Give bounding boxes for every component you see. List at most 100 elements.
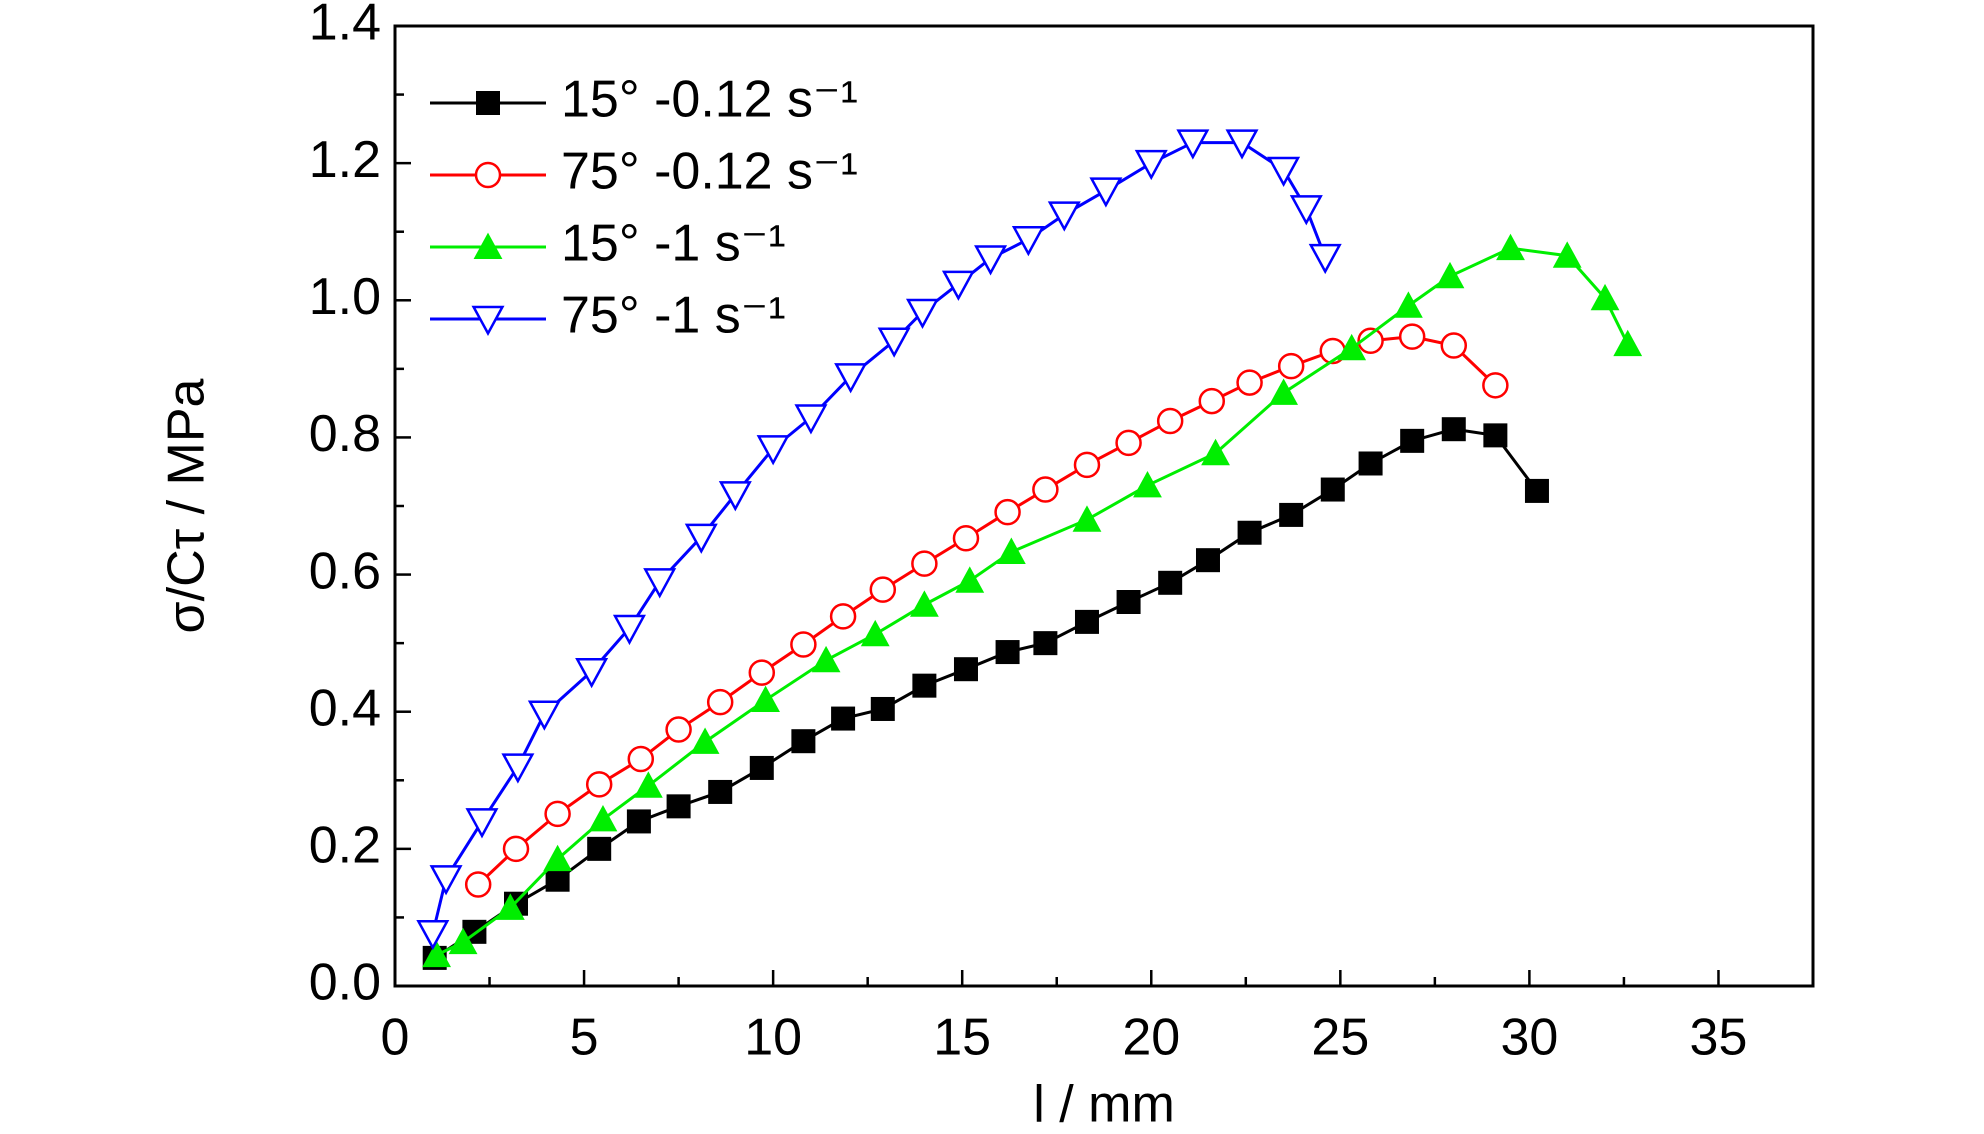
marker — [1074, 609, 1099, 634]
marker — [612, 614, 646, 646]
y-tick-label: 1.2 — [309, 131, 381, 189]
series-line — [433, 427, 1539, 960]
marker — [1236, 369, 1263, 396]
marker — [811, 645, 841, 673]
x-tick-label: 5 — [570, 1009, 599, 1067]
marker — [476, 91, 500, 115]
marker — [1496, 233, 1525, 261]
series-line — [477, 335, 1497, 886]
marker — [1198, 387, 1226, 415]
marker — [627, 745, 655, 773]
marker — [708, 779, 733, 804]
marker — [718, 481, 752, 512]
marker — [575, 658, 609, 689]
marker — [464, 871, 492, 898]
marker — [1176, 129, 1210, 160]
marker — [1308, 243, 1342, 275]
marker — [1320, 477, 1345, 502]
marker — [1440, 332, 1468, 359]
marker — [1524, 478, 1549, 503]
marker — [643, 568, 677, 599]
y-tick-label: 0.6 — [309, 542, 381, 600]
marker — [495, 893, 525, 920]
marker — [416, 919, 450, 951]
marker — [911, 550, 938, 577]
marker — [1279, 502, 1304, 527]
marker — [870, 696, 895, 721]
marker — [1158, 570, 1183, 595]
marker — [1357, 327, 1384, 354]
marker — [1482, 372, 1509, 399]
x-tick-label: 10 — [744, 1009, 802, 1067]
marker — [974, 245, 1008, 276]
marker — [756, 435, 790, 466]
y-axis-label: σ/Cτ / MPa — [158, 378, 216, 633]
marker — [448, 927, 478, 955]
marker — [684, 523, 718, 554]
x-tick-label: 20 — [1122, 1009, 1180, 1067]
marker — [751, 685, 780, 713]
marker — [502, 835, 530, 863]
marker — [955, 566, 985, 593]
marker — [909, 590, 939, 617]
marker — [626, 809, 651, 834]
marker — [588, 804, 618, 832]
marker — [1237, 520, 1262, 545]
marker — [995, 640, 1020, 665]
marker — [791, 729, 816, 754]
marker — [905, 298, 940, 329]
marker — [952, 524, 980, 552]
legend-label: 15° -1 s⁻¹ — [561, 215, 786, 273]
legend-label: 75° -1 s⁻¹ — [561, 287, 786, 345]
marker — [869, 576, 897, 603]
marker — [666, 794, 691, 819]
marker — [501, 753, 535, 784]
marker — [1115, 429, 1142, 457]
marker — [706, 688, 734, 716]
marker — [527, 700, 561, 731]
marker — [829, 603, 857, 630]
y-tick-label: 0.8 — [309, 405, 381, 463]
marker — [1156, 407, 1184, 435]
marker — [953, 657, 978, 682]
marker — [941, 270, 975, 301]
marker — [1590, 283, 1620, 311]
marker — [1398, 323, 1426, 350]
marker — [790, 631, 817, 658]
marker — [429, 865, 463, 896]
x-tick-label: 0 — [381, 1009, 410, 1067]
marker — [1072, 505, 1102, 532]
marker — [748, 659, 776, 686]
marker — [543, 844, 572, 872]
marker — [665, 716, 692, 743]
y-tick-label: 0.4 — [309, 679, 381, 737]
x-tick-label: 25 — [1311, 1009, 1369, 1067]
x-axis-label: l / mm — [1033, 1076, 1175, 1134]
y-tick-label: 1.4 — [309, 0, 381, 52]
marker — [545, 867, 570, 892]
y-tick-label: 1.0 — [309, 268, 381, 326]
legend-label: 75° -0.12 s⁻¹ — [561, 143, 858, 201]
marker — [1089, 177, 1123, 208]
marker — [1267, 156, 1301, 188]
marker — [794, 404, 828, 435]
y-tick-label: 0.0 — [309, 954, 381, 1012]
marker — [912, 673, 937, 698]
marker — [1201, 438, 1230, 466]
marker — [1435, 261, 1465, 289]
marker — [1195, 548, 1220, 573]
marker — [749, 755, 774, 780]
marker — [1134, 149, 1168, 181]
marker — [587, 836, 612, 861]
marker — [1441, 417, 1466, 442]
x-tick-label: 35 — [1690, 1009, 1748, 1067]
marker — [860, 619, 890, 647]
y-tick-label: 0.2 — [309, 817, 381, 875]
marker — [1225, 129, 1259, 160]
marker — [1073, 451, 1101, 479]
marker — [422, 940, 451, 968]
marker — [465, 808, 499, 839]
marker — [1483, 423, 1508, 448]
marker — [877, 327, 911, 358]
